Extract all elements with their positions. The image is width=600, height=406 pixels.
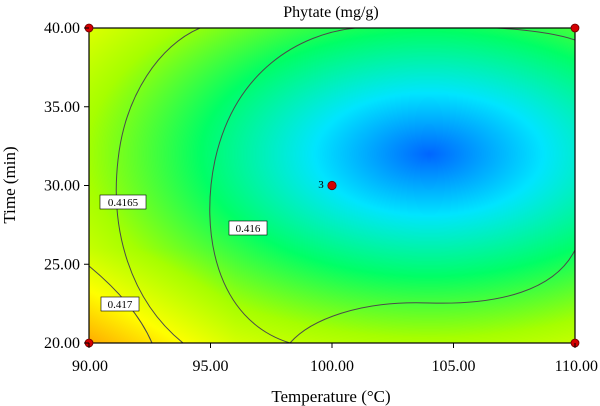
contour-label-04165: 0.4165 — [99, 194, 147, 210]
y-tick-label: 20.00 — [44, 335, 80, 352]
contour-label-0417: 0.417 — [100, 296, 140, 312]
design-point-3 — [570, 23, 580, 33]
y-axis-ticks: 20.00 25.00 30.00 35.00 40.00 — [44, 20, 89, 352]
chart-title: Phytate (mg/g) — [283, 4, 379, 21]
y-tick-label: 30.00 — [44, 178, 80, 195]
design-point-4 — [327, 180, 337, 191]
contour-line-0416 — [209, 28, 575, 343]
x-axis-label: Temperature (°C) — [271, 387, 390, 406]
contour-lines — [89, 28, 575, 343]
x-tick-label: 90.00 — [72, 358, 108, 375]
design-points — [84, 23, 580, 348]
svg-text:0.417: 0.417 — [108, 299, 133, 311]
contour-label-0416: 0.416 — [228, 220, 268, 236]
x-tick-label: 110.00 — [555, 358, 598, 375]
x-tick-label: 100.00 — [310, 358, 354, 375]
y-tick-label: 35.00 — [44, 99, 80, 116]
svg-text:0.416: 0.416 — [236, 223, 261, 235]
y-axis-label: Time (min) — [0, 146, 19, 223]
x-axis-ticks: 90.00 95.00 100.00 105.00 110.00 — [72, 343, 598, 375]
contour-line-04165 — [115, 28, 201, 343]
svg-text:0.4165: 0.4165 — [108, 197, 139, 209]
y-tick-label: 40.00 — [44, 20, 80, 37]
x-tick-label: 105.00 — [432, 358, 476, 375]
y-tick-label: 25.00 — [44, 256, 80, 273]
center-point-count: 3 — [318, 179, 324, 191]
x-tick-label: 95.00 — [193, 358, 229, 375]
